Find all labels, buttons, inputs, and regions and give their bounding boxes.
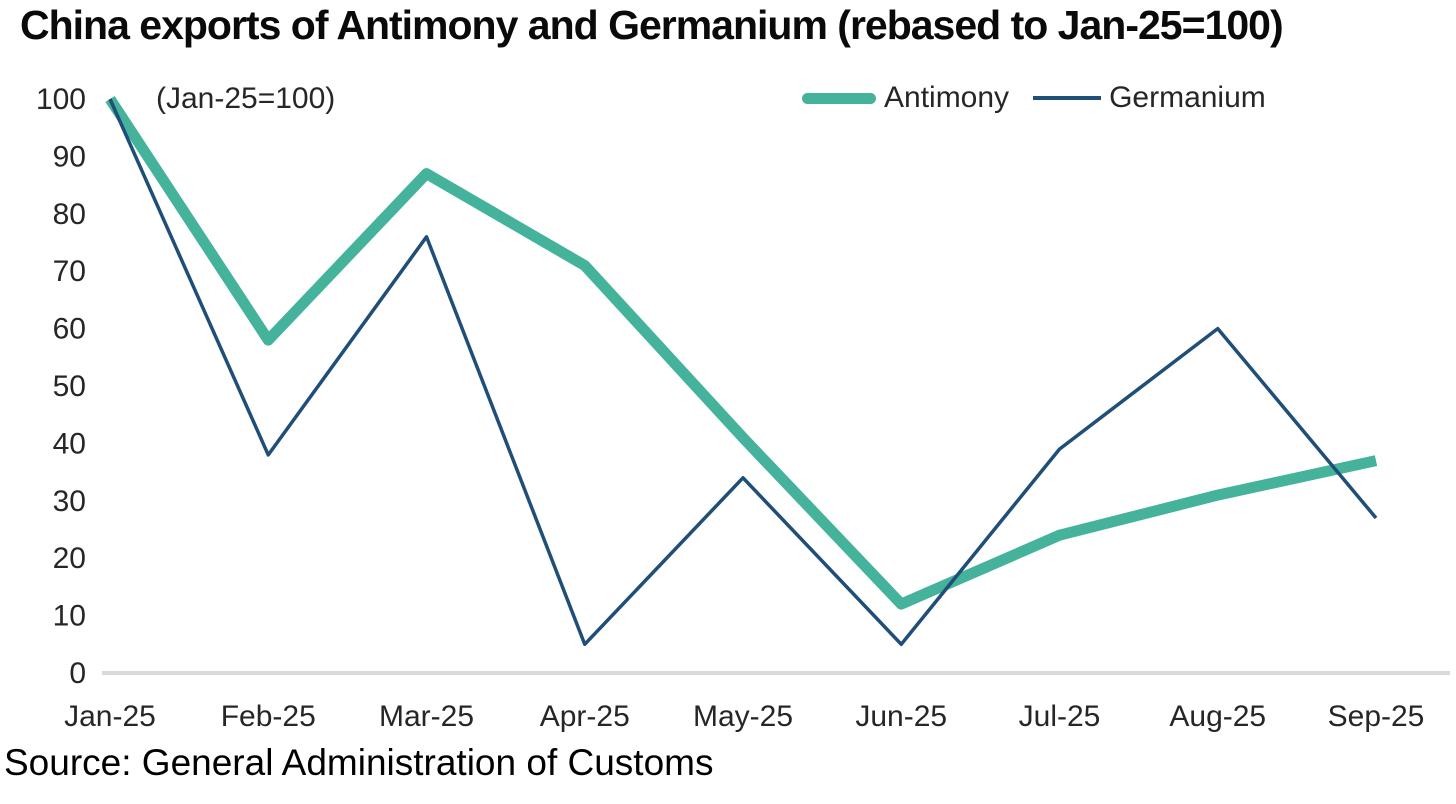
antimony-line: [105, 95, 1378, 610]
chart-title: China exports of Antimony and Germanium …: [20, 2, 1284, 48]
legend-label-antimony: Antimony: [884, 81, 1010, 114]
y-tick-label: 60: [53, 313, 86, 346]
y-tick-label: 40: [53, 427, 86, 460]
x-tick-label: Jul-25: [1019, 700, 1101, 733]
x-tick-label: Mar-25: [379, 700, 474, 733]
y-tick-label: 100: [36, 83, 86, 116]
antimony-swatch: [802, 92, 876, 104]
y-tick-label: 70: [53, 255, 86, 288]
legend: Antimony Germanium: [802, 80, 1266, 116]
y-tick-label: 10: [53, 600, 86, 633]
legend-item-germanium: Germanium: [1033, 81, 1266, 115]
x-tick-label: Feb-25: [221, 700, 316, 733]
y-tick-label: 0: [69, 657, 86, 690]
germanium-swatch: [1033, 96, 1102, 100]
x-tick-label: May-25: [693, 700, 793, 733]
legend-label-germanium: Germanium: [1109, 81, 1266, 114]
source-note: Source: General Administration of Custom…: [4, 742, 714, 783]
x-tick-label: Aug-25: [1169, 700, 1266, 733]
axis-annotation: (Jan-25=100): [156, 82, 336, 115]
legend-item-antimony: Antimony: [802, 81, 1009, 115]
germanium-line: [108, 98, 1378, 647]
x-tick-label: Apr-25: [540, 700, 630, 733]
x-tick-label: Jun-25: [855, 700, 947, 733]
y-tick-label: 90: [53, 140, 86, 173]
y-tick-label: 50: [53, 370, 86, 403]
y-tick-label: 80: [53, 198, 86, 231]
y-tick-label: 20: [53, 542, 86, 575]
x-tick-label: Jan-25: [64, 700, 156, 733]
y-tick-label: 30: [53, 485, 86, 518]
x-tick-label: Sep-25: [1328, 700, 1425, 733]
